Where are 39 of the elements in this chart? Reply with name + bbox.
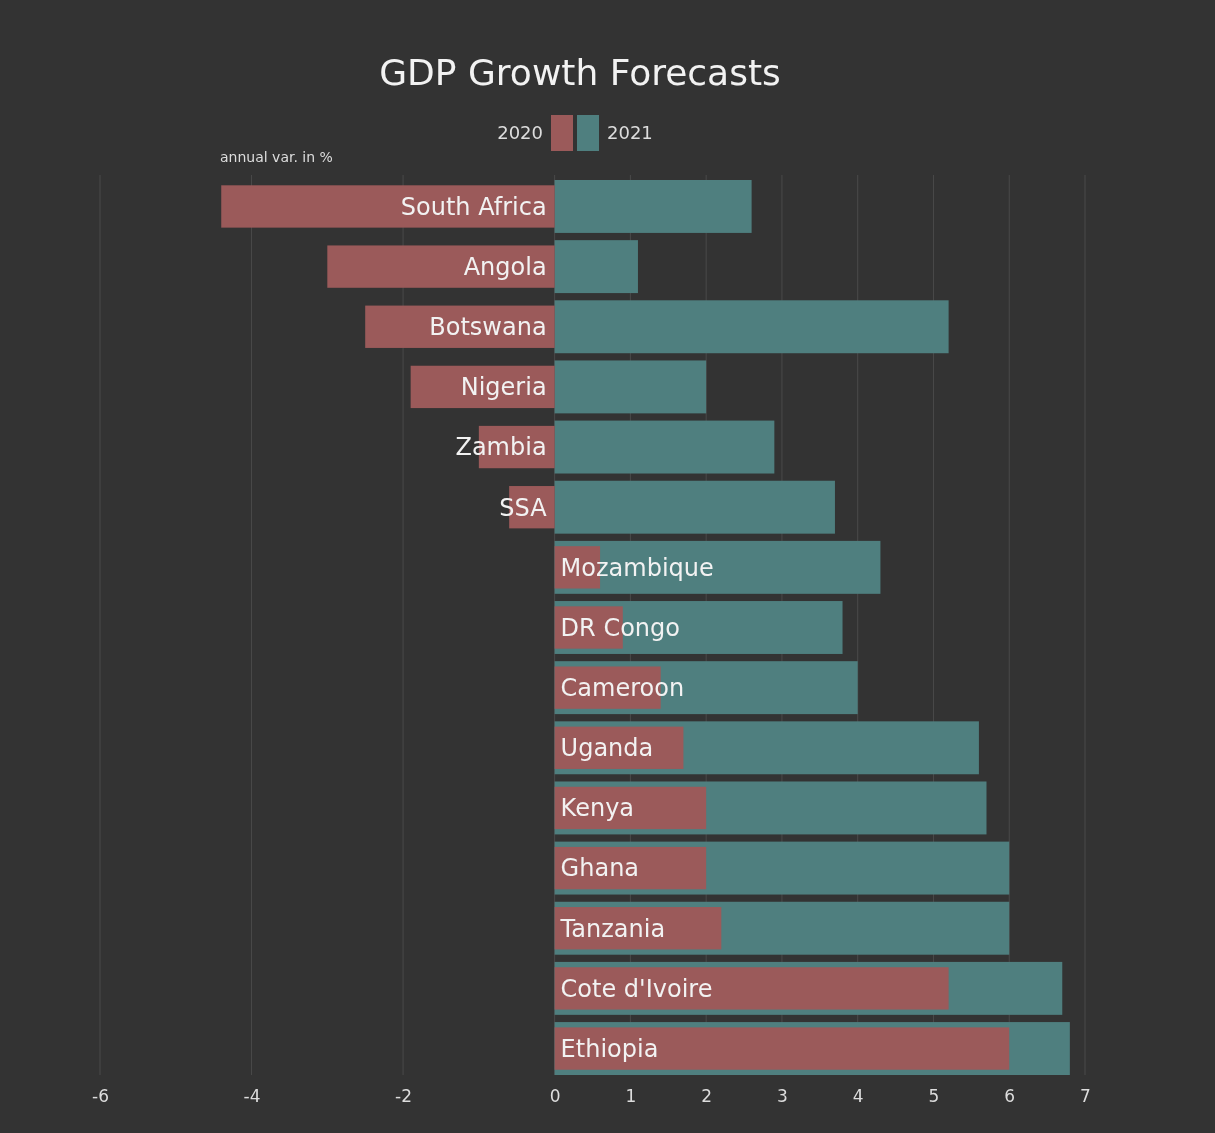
bar	[327, 245, 555, 288]
y-tick-label: Nigeria	[460, 373, 547, 402]
x-tick-label: 1	[625, 1086, 637, 1107]
chart-title: GDP Growth Forecasts	[379, 52, 781, 93]
y-tick-label: Uganda	[560, 734, 654, 763]
y-tick-label: Kenya	[560, 794, 635, 823]
bar	[554, 240, 638, 294]
x-tick-label: 3	[777, 1086, 788, 1107]
y-tick-label: Botswana	[429, 313, 547, 342]
bar	[554, 300, 949, 354]
x-tick-label: 0	[549, 1086, 561, 1107]
bar	[554, 420, 775, 474]
x-tick-label: 6	[1004, 1086, 1016, 1107]
x-tick-label: 2	[701, 1086, 713, 1107]
x-tick-label: -2	[395, 1086, 413, 1107]
y-tick-label: DR Congo	[560, 613, 680, 642]
y-tick-label: Tanzania	[559, 914, 666, 943]
y-tick-label: Mozambique	[560, 553, 714, 582]
bar	[554, 360, 707, 414]
bar	[554, 480, 835, 534]
y-tick-label: Cote d'Ivoire	[560, 974, 713, 1003]
x-tick-label: 7	[1080, 1086, 1091, 1107]
legend-label: 2021	[607, 122, 653, 144]
bar	[221, 185, 555, 228]
bar	[554, 786, 707, 830]
x-tick-label: 5	[928, 1086, 940, 1107]
x-tick-label: 4	[852, 1086, 864, 1107]
bar	[554, 180, 752, 233]
y-tick-label: Angola	[463, 253, 547, 282]
text: 2020	[497, 122, 543, 144]
x-tick-label: -6	[92, 1086, 109, 1107]
bar	[554, 967, 949, 1010]
bar	[554, 1027, 1010, 1070]
y-tick-label: South Africa	[400, 192, 547, 221]
y-tick-label: Ghana	[560, 854, 640, 883]
x-tick-label: -4	[243, 1086, 261, 1107]
y-tick-label: Cameroon	[560, 674, 685, 703]
x-axis-title: annual var. in %	[220, 149, 333, 165]
y-tick-label: Ethiopia	[560, 1034, 659, 1063]
